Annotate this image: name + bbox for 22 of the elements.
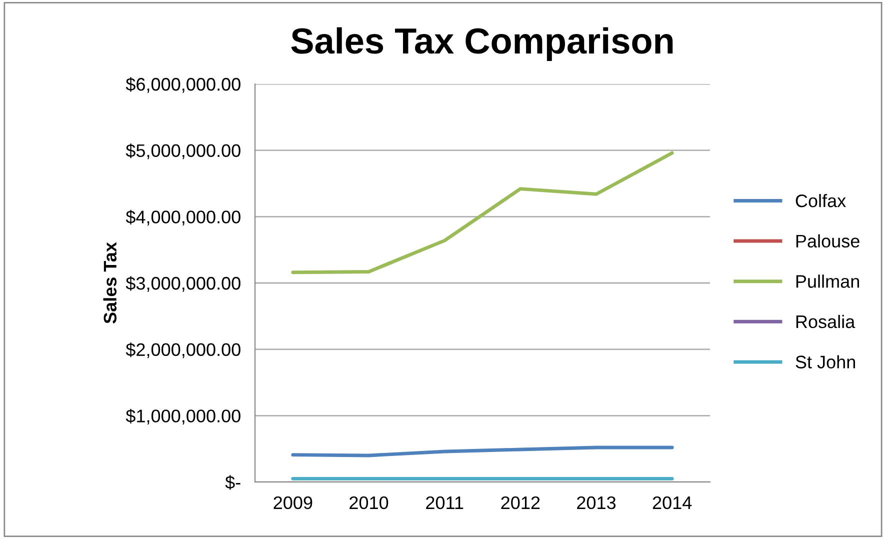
x-tick-label: 2011 [426, 496, 464, 510]
line-series [291, 446, 674, 458]
y-tick-label: $1,000,000.00 [126, 408, 240, 425]
x-tick-label: 2009 [274, 496, 312, 510]
x-tick-label: 2014 [652, 496, 692, 510]
y-tick-label: $3,000,000.00 [126, 276, 240, 292]
legend-label: Pullman [796, 274, 859, 288]
x-tick-label: 2013 [577, 496, 616, 510]
legend-label: St John [796, 355, 855, 368]
x-tick-label: 2012 [501, 496, 540, 510]
y-tick-label: $4,000,000.00 [126, 210, 240, 226]
y-tick-label: $- [225, 475, 240, 490]
y-tick-label: $6,000,000.00 [126, 77, 240, 93]
line-series [291, 151, 674, 274]
x-tick-label: 2010 [350, 496, 388, 510]
legend-label: Rosalia [796, 314, 856, 328]
y-tick-label: $2,000,000.00 [126, 342, 240, 358]
y-axis-title: Sales Tax [103, 242, 117, 324]
y-tick-label: $5,000,000.00 [126, 144, 240, 160]
chart-title: Sales Tax Comparison [291, 27, 673, 61]
legend-label: Colfax [796, 194, 846, 208]
legend-label: Palouse [796, 234, 860, 248]
